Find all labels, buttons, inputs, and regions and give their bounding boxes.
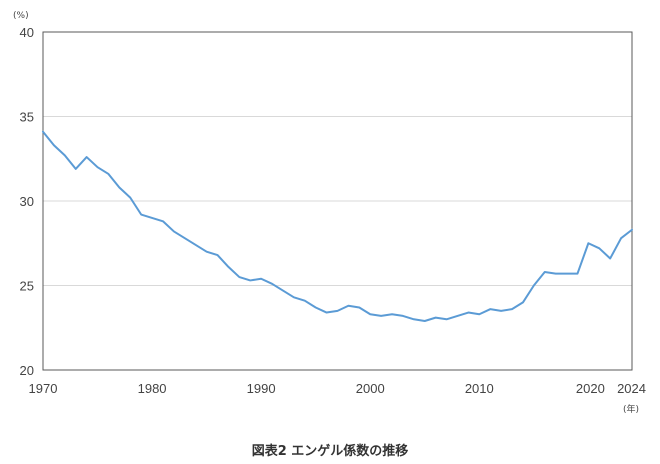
figure-caption: 図表2 エンゲル係数の推移 <box>251 444 409 459</box>
series-layer <box>42 130 633 322</box>
x-tick-label: 1970 <box>29 381 58 396</box>
x-unit-label: (年) <box>623 403 639 415</box>
y-tick-label: 40 <box>20 25 34 40</box>
x-tick-label: 1990 <box>247 381 276 396</box>
x-tick-label: 2024 <box>617 381 646 396</box>
x-tick-label: 2010 <box>465 381 494 396</box>
y-tick-label: 30 <box>20 194 34 209</box>
x-tick-labels: 1970 1980 1990 2000 2010 2020 2024 <box>29 381 646 396</box>
y-unit-label: (%) <box>13 11 29 21</box>
plot-frame <box>42 31 633 371</box>
x-tick-label: 2020 <box>576 381 605 396</box>
y-tick-label: 35 <box>20 110 34 125</box>
x-tick-label: 1980 <box>138 381 167 396</box>
x-tick-label: 2000 <box>356 381 385 396</box>
y-tick-label: 25 <box>20 279 34 294</box>
series-line <box>42 130 633 322</box>
y-tick-labels: 20 25 30 35 40 <box>20 25 34 378</box>
y-tick-label: 20 <box>20 363 34 378</box>
